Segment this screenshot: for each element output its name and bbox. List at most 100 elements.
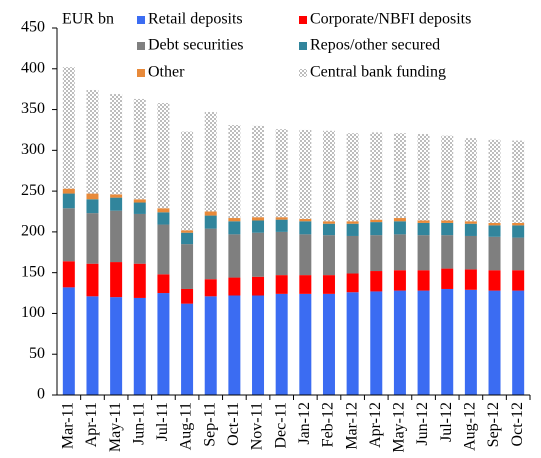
y-tick-label: 250	[21, 182, 45, 199]
bar-segment	[322, 235, 335, 276]
legend-swatch	[137, 42, 145, 50]
bar-segment	[62, 208, 75, 262]
bar-segment	[275, 217, 288, 220]
bar-segment	[181, 244, 194, 289]
x-tick-label: Apr-12	[367, 402, 384, 448]
x-tick-label: Aug-11	[178, 402, 195, 450]
bar-segment	[181, 232, 194, 245]
bar-segment	[275, 231, 288, 276]
bar-segment	[322, 293, 335, 395]
bar-segment	[133, 202, 146, 214]
bar-segment	[417, 270, 430, 291]
bar-segment	[441, 268, 454, 289]
y-tick-label: 300	[21, 141, 45, 158]
bar-segment	[322, 223, 335, 236]
bar-segment	[512, 237, 525, 271]
x-tick-label: May-12	[391, 402, 408, 453]
bar-segment	[181, 288, 194, 304]
bar-segment	[488, 139, 501, 223]
bar-segment	[393, 234, 406, 271]
y-tick-label: 100	[21, 304, 45, 321]
bar-segment	[417, 290, 430, 395]
x-tick-label: Jul-11	[154, 402, 171, 441]
bar-segment	[370, 219, 383, 223]
legend-swatch	[137, 69, 145, 77]
x-tick-label: Mar-11	[59, 402, 76, 449]
legend-label: Corporate/NBFI deposits	[310, 11, 471, 28]
bar-segment	[110, 194, 123, 198]
bar-segment	[299, 129, 312, 219]
y-axis-label: EUR bn	[62, 11, 114, 28]
bar-segment	[370, 271, 383, 292]
bar-segment	[441, 135, 454, 221]
bar-segment	[464, 138, 477, 222]
bar-segment	[393, 221, 406, 235]
x-tick-label: Apr-11	[83, 402, 100, 447]
bar-segment	[322, 130, 335, 222]
bar-segment	[252, 125, 265, 218]
bar-segment	[110, 94, 123, 195]
bar-segment	[62, 188, 75, 194]
bar-segment	[204, 112, 217, 212]
bar-segment	[110, 210, 123, 263]
legend-label: Other	[148, 64, 185, 81]
bar-segment	[299, 218, 312, 222]
bar-segment	[228, 221, 241, 235]
bar-segment	[275, 129, 288, 218]
bar-segment	[464, 221, 477, 224]
x-tick-label: Jun-11	[130, 402, 147, 445]
y-tick-label: 350	[21, 100, 45, 117]
bar-segment	[346, 133, 359, 222]
y-tick-label: 400	[21, 59, 45, 76]
bar-segment	[346, 235, 359, 274]
bar-segment	[512, 222, 525, 226]
bar-segment	[346, 223, 359, 236]
bar-segment	[299, 275, 312, 294]
legend-swatch	[137, 16, 145, 24]
bar-segment	[488, 222, 501, 226]
bar-segment	[181, 303, 194, 395]
bar-segment	[441, 222, 454, 236]
bar-segment	[228, 277, 241, 296]
legend-swatch	[299, 42, 307, 50]
bar-segment	[228, 125, 241, 219]
bar-segment	[393, 133, 406, 219]
bar-segment	[370, 291, 383, 395]
legend-label: Debt securities	[148, 37, 244, 54]
bar-segment	[322, 221, 335, 224]
bar-segment	[86, 263, 99, 297]
legend-label: Central bank funding	[310, 64, 446, 81]
x-tick-label: May-11	[107, 402, 124, 452]
bar-segment	[441, 220, 454, 223]
legend-swatch	[299, 16, 307, 24]
bar-segment	[252, 276, 265, 296]
bar-segment	[204, 215, 217, 229]
bar-segment	[157, 103, 170, 209]
bar-segment	[204, 211, 217, 216]
bar-segment	[204, 296, 217, 395]
bar-segment	[299, 234, 312, 276]
bar-segment	[110, 262, 123, 298]
bar-segment	[322, 275, 335, 294]
bar-segment	[512, 290, 525, 395]
bar-segment	[181, 131, 194, 231]
bar-segment	[133, 98, 146, 200]
legend-label: Retail deposits	[148, 11, 243, 28]
bar-segment	[417, 235, 430, 271]
bar-segment	[228, 234, 241, 278]
bar-segment	[441, 235, 454, 269]
bar-segment	[86, 296, 99, 395]
bar-segment	[488, 236, 501, 271]
bar-segment	[86, 213, 99, 264]
bar-segment	[228, 295, 241, 395]
bar-segment	[110, 197, 123, 211]
bar-segment	[488, 290, 501, 395]
bar-segment	[157, 224, 170, 275]
x-tick-label: Oct-12	[509, 402, 526, 446]
bar-segment	[157, 212, 170, 225]
bar-segment	[204, 279, 217, 297]
bar-segment	[299, 293, 312, 395]
bar-segment	[181, 230, 194, 233]
bar-segment	[252, 220, 265, 233]
